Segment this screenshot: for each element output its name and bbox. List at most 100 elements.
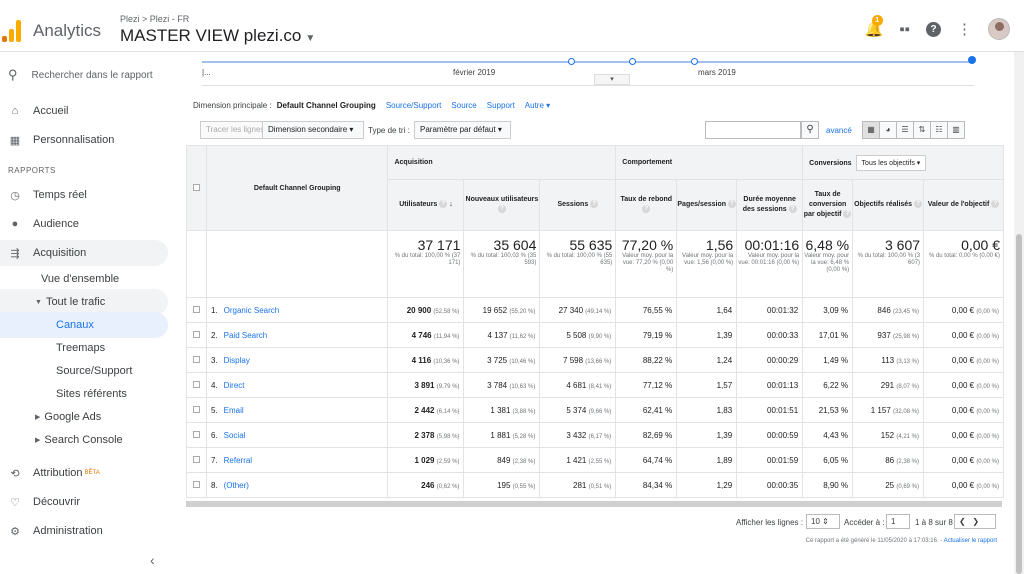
column-header-goal-value[interactable]: Valeur de l'objectif ? <box>923 179 1004 231</box>
column-header-conv-rate[interactable]: Taux de conversion par objectif ? <box>802 179 854 231</box>
timeline-toggle-handle[interactable]: ▾ <box>594 74 630 85</box>
view-name[interactable]: MASTER VIEW plezi.co <box>120 26 302 45</box>
sidebar-item-source-medium[interactable]: Source/Support <box>0 358 168 384</box>
chevron-right-icon[interactable]: ❯ <box>972 517 980 526</box>
sidebar-item-admin[interactable]: ⚙ Administration <box>0 518 168 544</box>
more-vert-icon[interactable]: ⋮ <box>957 21 972 38</box>
dimension-source[interactable]: Source <box>451 101 477 110</box>
comparison-view-icon[interactable]: ⇅ <box>913 121 931 139</box>
view-selector[interactable]: MASTER VIEW plezi.co ▼ <box>120 26 315 46</box>
row-channel-link[interactable]: Social <box>223 430 246 440</box>
dimension-default-channel[interactable]: Default Channel Grouping <box>276 101 376 110</box>
sidebar-item-channels[interactable]: Canaux <box>0 312 168 338</box>
chevron-left-icon[interactable]: ❮ <box>959 517 966 526</box>
caret-down-icon[interactable]: ▼ <box>305 33 316 44</box>
annotation-marker[interactable] <box>629 58 636 65</box>
help-icon[interactable]: ? <box>642 205 651 214</box>
column-label: Durée moyenne des sessions <box>742 196 796 213</box>
sidebar-item-acquisition[interactable]: ⇶ Acquisition <box>0 240 168 266</box>
sidebar-item-treemaps[interactable]: Treemaps <box>0 335 168 361</box>
sidebar-item-google-ads[interactable]: ▶ Google Ads <box>0 404 168 430</box>
rows-per-page-select[interactable]: 10 ⇕ <box>806 514 840 529</box>
chevron-left-icon[interactable]: ‹ <box>150 552 155 568</box>
sort-type-dropdown[interactable]: Paramètre par défaut ▾ <box>414 121 511 139</box>
dimension-medium[interactable]: Support <box>486 101 515 110</box>
scroll-thumb[interactable] <box>1016 234 1022 574</box>
search-icon[interactable]: ⚲ <box>801 121 819 139</box>
sidebar-item-audience[interactable]: ● Audience <box>0 211 168 237</box>
performance-view-icon[interactable]: ☰ <box>896 121 914 139</box>
report-search-input[interactable]: Rechercher dans le rapport <box>31 69 153 81</box>
help-icon[interactable]: ? <box>727 200 736 209</box>
total-subtext: Valeur moy. pour la vue: 00:01:16 (0,00 … <box>738 253 800 266</box>
column-header-users[interactable]: Utilisateurs ? ↓ <box>387 179 465 231</box>
sidebar-item-search-console[interactable]: ▶ Search Console <box>0 427 168 453</box>
refresh-report-link[interactable]: Actualiser le rapport <box>943 538 997 544</box>
row-channel-link[interactable]: Paid Search <box>223 330 268 340</box>
row-checkbox[interactable] <box>192 405 200 413</box>
sidebar-item-customization[interactable]: ▦ Personnalisation <box>0 127 168 153</box>
row-checkbox[interactable] <box>192 455 200 463</box>
help-icon[interactable]: ? <box>497 205 506 214</box>
help-icon[interactable]: ? <box>843 210 852 219</box>
plot-rows-button[interactable]: Tracer les lignes <box>200 121 271 139</box>
help-icon[interactable]: ? <box>926 21 941 37</box>
avatar[interactable] <box>988 18 1010 40</box>
row-checkbox[interactable] <box>192 330 200 338</box>
cell-value: 937 <box>877 330 891 340</box>
horizontal-scrollbar[interactable] <box>186 501 1002 507</box>
sidebar-item-attribution[interactable]: ⟲ Attribution BÊTA <box>0 460 168 486</box>
select-all-checkbox[interactable] <box>192 183 200 191</box>
sidebar-item-discover[interactable]: ♡ Découvrir <box>0 489 168 515</box>
term-cloud-view-icon[interactable]: ☷ <box>930 121 948 139</box>
column-header-new-users[interactable]: Nouveaux utilisateurs ? <box>463 179 541 231</box>
sidebar-item-overview[interactable]: Vue d'ensemble <box>0 266 168 292</box>
advanced-filter-link[interactable]: avancé <box>826 126 852 135</box>
annotation-marker[interactable] <box>691 58 698 65</box>
row-checkbox[interactable] <box>192 430 200 438</box>
help-icon[interactable]: ? <box>991 200 1000 209</box>
help-icon[interactable]: ? <box>590 200 599 209</box>
sidebar-item-realtime[interactable]: ◷ Temps réel <box>0 182 168 208</box>
row-channel-link[interactable]: Referral <box>223 455 253 465</box>
sidebar-item-home[interactable]: ⌂ Accueil <box>0 98 168 124</box>
row-checkbox[interactable] <box>192 305 200 313</box>
apps-grid-icon[interactable]: ▪▪ <box>899 20 910 38</box>
row-channel-link[interactable]: Display <box>223 355 250 365</box>
breadcrumb[interactable]: Plezi > Plezi - FR <box>120 14 190 24</box>
row-channel-link[interactable]: Direct <box>223 380 245 390</box>
vertical-scrollbar[interactable] <box>1014 52 1024 574</box>
row-checkbox[interactable] <box>192 380 200 388</box>
column-header-bounce[interactable]: Taux de rebond ? <box>615 179 678 231</box>
column-header-goals[interactable]: Objectifs réalisés ? <box>852 179 925 231</box>
row-channel-link[interactable]: Email <box>223 405 244 415</box>
sort-down-icon[interactable]: ↓ <box>449 201 453 208</box>
secondary-dimension-dropdown[interactable]: Dimension secondaire ▾ <box>262 121 364 139</box>
row-channel-link[interactable]: (Other) <box>223 480 249 490</box>
goal-select-dropdown[interactable]: Tous les objectifs ▾ <box>855 154 927 171</box>
pivot-view-icon[interactable]: ▥ <box>947 121 965 139</box>
annotation-marker[interactable] <box>568 58 575 65</box>
help-icon[interactable]: ? <box>914 200 923 209</box>
cell-goals: 1 157 (32,08 %) <box>852 397 925 423</box>
row-checkbox[interactable] <box>192 355 200 363</box>
table-search-input[interactable] <box>705 121 801 139</box>
table-view-icon[interactable]: ▦ <box>862 121 880 139</box>
row-channel-link[interactable]: Organic Search <box>223 305 280 315</box>
sidebar-item-referrals[interactable]: Sites référents <box>0 381 168 407</box>
timeline-graph[interactable]: |... février 2019 mars 2019 ▾ <box>202 52 976 86</box>
help-icon[interactable]: ? <box>788 205 797 214</box>
sidebar-item-all-traffic[interactable]: ▼ Tout le trafic <box>0 289 168 315</box>
report-search[interactable]: ⚲ Rechercher dans le rapport <box>8 67 153 83</box>
goto-input[interactable]: 1 <box>886 514 910 529</box>
help-icon[interactable]: ? <box>439 200 448 209</box>
bell-icon[interactable]: 🔔 1 <box>864 15 884 38</box>
dimension-other[interactable]: Autre ▾ <box>524 101 551 110</box>
pie-view-icon[interactable]: ◕ <box>879 121 897 139</box>
dimension-source-medium[interactable]: Source/Support <box>385 101 442 110</box>
column-header-pages[interactable]: Pages/session ? <box>676 179 738 231</box>
analytics-logo[interactable] <box>2 20 22 42</box>
row-checkbox[interactable] <box>192 480 200 488</box>
column-header-sessions[interactable]: Sessions ? <box>539 179 617 231</box>
column-header-duration[interactable]: Durée moyenne des sessions ? <box>736 179 804 231</box>
